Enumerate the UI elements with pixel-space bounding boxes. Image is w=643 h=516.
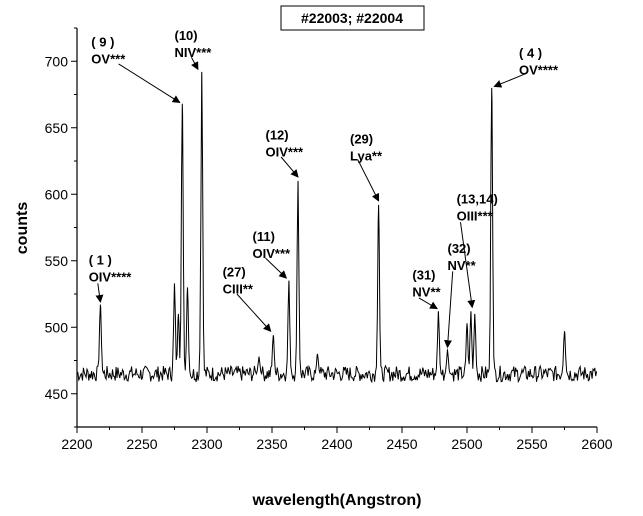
peak-annotation: ( 9 ) OV*** xyxy=(91,35,181,104)
annotation-arrow xyxy=(95,283,104,303)
y-tick-label: 450 xyxy=(45,386,69,402)
peak-index-label: ( 1 ) xyxy=(89,253,112,268)
peak-ion-label: OV*** xyxy=(91,52,126,67)
x-tick-label: 2500 xyxy=(451,436,482,452)
peak-ion-label: OIV**** xyxy=(89,270,133,285)
x-axis-title: wavelength(Angstron) xyxy=(252,492,422,509)
x-tick-label: 2350 xyxy=(256,436,287,452)
annotation-arrow xyxy=(493,72,527,88)
peak-index-label: ( 9 ) xyxy=(91,35,114,50)
axis-ticks: 2200 2250 2300 2350 2400 2450 2500 2550 2600 450 5… xyxy=(45,27,613,452)
annotation-arrow xyxy=(460,222,476,309)
x-tick-label: 2250 xyxy=(126,436,157,452)
peak-ion-label: CIII** xyxy=(223,282,254,297)
peak-ion-label: OIV*** xyxy=(266,145,305,160)
peak-ion-label: OV**** xyxy=(519,62,559,77)
peak-index-label: (10) xyxy=(175,28,198,43)
annotation-arrow xyxy=(443,271,454,349)
annotation-arrow xyxy=(357,159,380,202)
peak-index-label: (13,14) xyxy=(457,192,498,207)
y-tick-label: 500 xyxy=(45,319,69,335)
chart-title: #22003; #22004 xyxy=(301,10,403,26)
peak-annotation: (29) Lya** xyxy=(350,132,383,202)
peak-ion-label: NIV*** xyxy=(175,45,213,60)
annotation-arrow xyxy=(265,257,288,279)
peak-annotation: (11) OIV*** xyxy=(253,229,292,279)
x-tick-label: 2600 xyxy=(581,436,612,452)
annotation-arrow xyxy=(190,57,199,71)
peak-index-label: (12) xyxy=(266,128,289,143)
peak-index-label: ( 4 ) xyxy=(519,45,542,60)
annotation-arrow xyxy=(418,297,438,310)
peak-annotation: (13,14) OIII*** xyxy=(457,192,498,309)
x-tick-label: 2300 xyxy=(191,436,222,452)
spectrum-line xyxy=(76,71,598,384)
x-tick-label: 2550 xyxy=(516,436,547,452)
annotation-arrow xyxy=(118,63,181,104)
x-tick-label: 2450 xyxy=(386,436,417,452)
peak-annotation: ( 1 ) OIV**** xyxy=(89,253,133,303)
peak-index-label: (11) xyxy=(253,229,275,244)
x-tick-label: 2400 xyxy=(321,436,352,452)
peak-index-label: (29) xyxy=(350,132,373,147)
peak-annotation: (10) NIV*** xyxy=(175,28,213,71)
x-tick-label: 2200 xyxy=(61,436,92,452)
peak-index-label: (32) xyxy=(448,241,471,256)
peak-annotation: (12) OIV*** xyxy=(266,128,305,178)
peak-index-label: (31) xyxy=(412,267,435,282)
peak-annotation: ( 4 ) OV**** xyxy=(493,45,559,88)
annotation-arrow xyxy=(280,156,299,178)
peak-ion-label: OIV*** xyxy=(253,246,292,261)
peak-annotation: (32) NV** xyxy=(443,241,477,349)
y-tick-label: 600 xyxy=(45,186,69,202)
y-axis-title: counts xyxy=(14,202,31,255)
peak-annotation: (27) CIII** xyxy=(223,265,272,332)
chart-title-box: #22003; #22004 xyxy=(280,5,425,31)
y-tick-label: 550 xyxy=(45,253,69,269)
peak-ion-label: OIII*** xyxy=(457,209,494,224)
y-tick-label: 700 xyxy=(45,53,69,69)
peak-annotation: (31) NV** xyxy=(412,267,442,310)
y-tick-label: 650 xyxy=(45,120,69,136)
peak-ion-label: NV** xyxy=(448,258,477,273)
peak-index-label: (27) xyxy=(223,265,246,280)
annotation-arrow xyxy=(236,293,272,332)
peak-ion-label: NV** xyxy=(412,284,441,299)
peak-annotations: ( 1 ) OIV**** ( 9 ) OV*** (10) NIV*** (12) OIV*… xyxy=(89,28,559,349)
peak-ion-label: Lya** xyxy=(350,149,383,164)
chart-title-frame xyxy=(280,5,425,31)
